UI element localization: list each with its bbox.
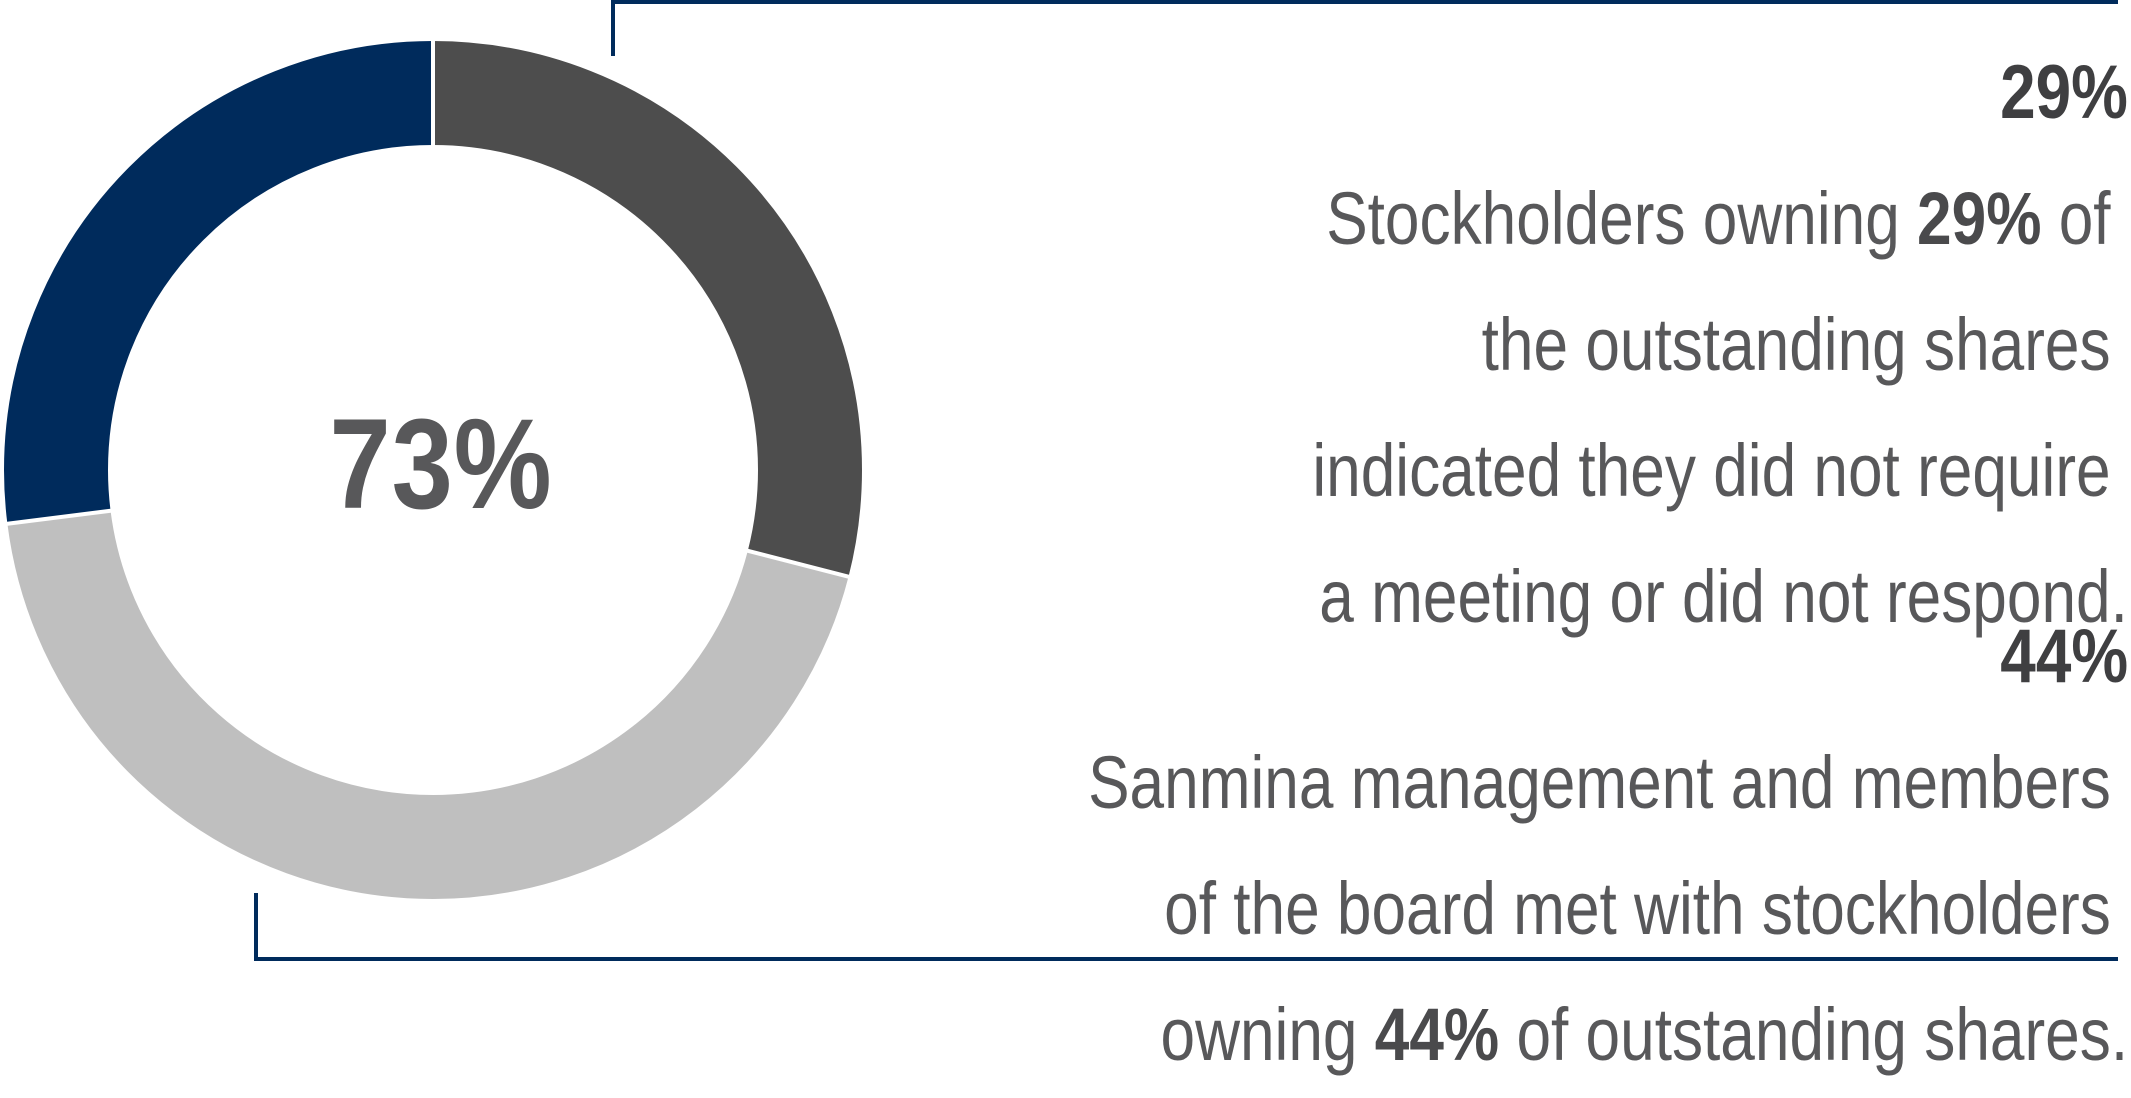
text-run: Sanmina management and members xyxy=(1088,741,2128,824)
annotation-29-line-4: a meeting or did not respond. xyxy=(1312,552,2128,642)
annotation-44: 44% Sanmina management and members of th… xyxy=(1088,576,2128,1098)
top-bracket-vertical xyxy=(611,0,615,56)
bottom-bracket-vertical xyxy=(254,893,258,961)
bottom-bracket-horizontal xyxy=(254,957,2118,961)
annotation-29: 29% Stockholders owning 29% of the outst… xyxy=(1312,12,2128,660)
slice-light-gray-44 xyxy=(4,41,862,899)
donut-center-total: 73% xyxy=(329,393,553,536)
text-run: of xyxy=(2041,177,2128,260)
top-bracket-horizontal xyxy=(611,0,2118,4)
bold-percent: 29% xyxy=(1917,177,2042,260)
segment-separators xyxy=(1,35,855,581)
text-run: Stockholders owning xyxy=(1326,177,1918,260)
annotation-29-line-3: indicated they did not require xyxy=(1312,426,2128,516)
annotation-44-line-3: owning 44% of outstanding shares. xyxy=(1088,990,2128,1080)
text-run: owning xyxy=(1160,993,1375,1076)
annotation-29-line-1: Stockholders owning 29% of xyxy=(1312,174,2128,264)
annotation-29-heading: 29% xyxy=(2000,50,2128,135)
annotation-44-line-1: Sanmina management and members xyxy=(1088,738,2128,828)
text-run: of outstanding shares. xyxy=(1499,993,2128,1076)
text-run: the outstanding shares xyxy=(1481,303,2128,386)
bold-percent: 44% xyxy=(1374,993,1500,1076)
annotation-44-heading: 44% xyxy=(2000,614,2128,699)
text-run: of the board met with stockholders xyxy=(1164,867,2128,950)
annotation-29-line-2: the outstanding shares xyxy=(1312,300,2128,390)
text-run: indicated they did not require xyxy=(1312,429,2128,512)
donut-chart xyxy=(1,35,862,899)
text-run: a meeting or did not respond. xyxy=(1319,555,2128,638)
annotation-44-line-2: of the board met with stockholders xyxy=(1088,864,2128,954)
